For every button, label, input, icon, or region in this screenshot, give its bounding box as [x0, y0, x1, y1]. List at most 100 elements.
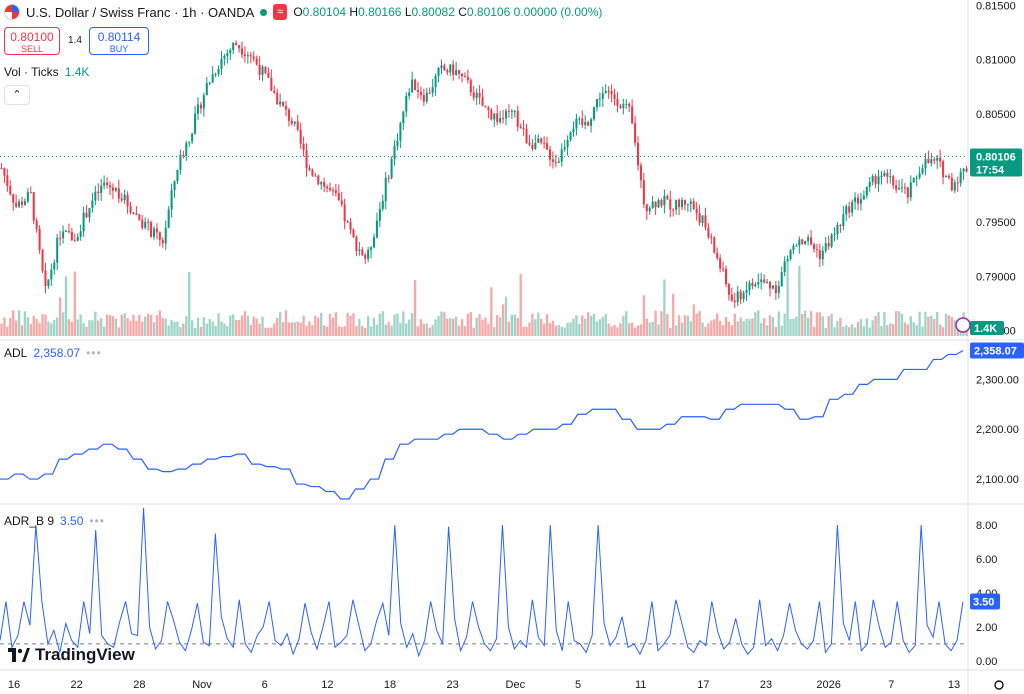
volume-bar: [865, 318, 868, 336]
candle-body: [352, 229, 355, 238]
volume-bar: [739, 317, 742, 336]
last-price-tag: [970, 148, 1022, 177]
volume-bar: [912, 322, 915, 336]
volume-bar: [457, 325, 461, 336]
buy-price: 0.80114: [97, 30, 141, 44]
candle-body: [155, 228, 158, 233]
candle-body: [364, 255, 367, 259]
candle-body: [912, 178, 915, 183]
candle-body: [323, 181, 326, 187]
volume-bar: [507, 321, 511, 336]
candle-body: [642, 180, 645, 205]
volume-bar: [387, 321, 390, 336]
volume-bar: [58, 297, 62, 336]
volume-bar: [716, 313, 719, 336]
price-tick-label: 0.79000: [976, 271, 1016, 283]
volume-bar: [783, 313, 786, 336]
time-tick-label: 28: [133, 679, 145, 691]
sell-button[interactable]: 0.80100 SELL: [4, 27, 60, 55]
buy-button[interactable]: 0.80114 BUY: [89, 27, 149, 55]
candle-body: [296, 121, 299, 130]
candle-body: [38, 228, 41, 250]
candle-body: [537, 138, 540, 143]
candle-body: [581, 118, 584, 126]
candle-body: [774, 285, 777, 294]
adl-more-icon[interactable]: •••: [86, 346, 102, 360]
volume-bar: [214, 325, 217, 336]
adrb-legend[interactable]: ADR_B 9 3.50 •••: [4, 514, 105, 528]
volume-bar: [812, 326, 816, 336]
volume-bar: [930, 315, 933, 336]
candle-body: [842, 214, 845, 227]
candle-body: [15, 202, 18, 207]
volume-bar: [296, 321, 299, 336]
volume-bar: [663, 279, 666, 336]
candle-body: [0, 168, 3, 169]
adl-legend[interactable]: ADL 2,358.07 •••: [4, 346, 102, 360]
candle-body: [196, 104, 200, 114]
volume-bar: [804, 310, 807, 336]
tradingview-logo[interactable]: TradingView: [8, 645, 135, 665]
candle-body: [217, 68, 220, 74]
candle-body: [185, 142, 188, 156]
candle-body: [208, 82, 211, 84]
candle-body: [546, 143, 549, 150]
time-tick-label: 11: [635, 679, 646, 691]
candle-body: [299, 129, 302, 144]
volume-bar: [692, 304, 695, 336]
volume-value: 1.4K: [64, 65, 90, 79]
candle-body: [962, 168, 965, 172]
volume-bar: [378, 313, 382, 336]
collapse-chevron-up-icon[interactable]: ⌃: [4, 85, 30, 105]
volume-bar: [144, 316, 147, 336]
adrb-more-icon[interactable]: •••: [89, 514, 105, 528]
candle-body: [170, 190, 173, 210]
volume-bar: [680, 322, 684, 336]
candle-body: [939, 157, 942, 162]
volume-bar: [504, 296, 508, 336]
volume-bar: [340, 326, 343, 336]
candle-body: [120, 198, 123, 201]
volume-bars: [0, 261, 968, 336]
volume-bar: [721, 325, 725, 336]
candle-body: [337, 193, 340, 201]
candle-body: [534, 142, 537, 149]
volume-bar: [528, 322, 531, 336]
volume-bar: [619, 323, 622, 336]
candle-body: [566, 139, 569, 148]
candle-body: [402, 111, 405, 124]
volume-bar: [20, 325, 24, 336]
candle-body: [258, 64, 261, 75]
candle-body: [854, 197, 857, 202]
candle-body: [516, 110, 519, 127]
candle-body: [692, 201, 695, 209]
symbol-title[interactable]: U.S. Dollar / Swiss Franc · 1h · OANDA: [26, 4, 255, 20]
candle-body: [871, 176, 874, 182]
volume-bar: [454, 316, 458, 336]
candle-body: [622, 104, 625, 108]
volume-bar: [337, 326, 340, 336]
candle-body: [320, 181, 323, 185]
volume-bar: [842, 326, 845, 336]
price-tick-label: 0.81500: [976, 0, 1016, 12]
volume-bar: [475, 317, 478, 336]
volume-bar: [903, 322, 907, 336]
volume-bar: [707, 323, 710, 336]
volume-bar: [824, 327, 827, 336]
volume-bar: [493, 327, 496, 336]
sell-label: SELL: [20, 44, 44, 54]
candle-body: [672, 209, 675, 211]
volume-bar: [141, 321, 144, 336]
volume-legend[interactable]: Vol · Ticks 1.4K: [4, 65, 89, 79]
candle-body: [308, 168, 311, 170]
volume-bar: [234, 319, 238, 336]
volume-bar: [276, 317, 279, 336]
volume-bar: [220, 321, 223, 336]
adrb-tick-label: 6.00: [976, 554, 997, 566]
candle-body: [355, 237, 358, 251]
candle-body: [713, 237, 716, 253]
candle-body: [114, 188, 117, 191]
volume-bar: [516, 318, 519, 336]
candle-body: [191, 133, 194, 142]
